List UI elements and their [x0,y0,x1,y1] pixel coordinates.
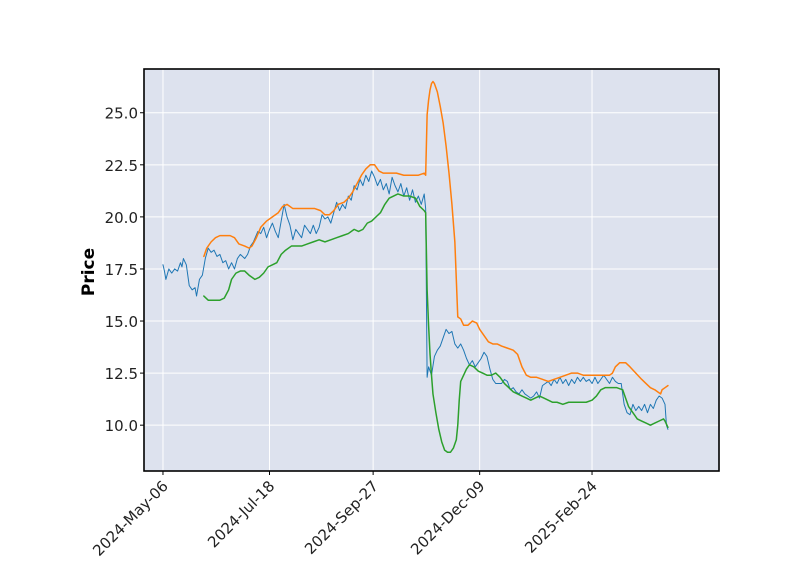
y-tick-label: 10.0 [105,417,138,435]
y-axis-label: Price [79,248,99,296]
series-line-2 [203,80,669,395]
x-tick-label: 2024-May-06 [89,477,172,560]
y-axis-ticks: 10.0 12.5 15.0 17.5 20.0 22.5 25.0 [105,105,144,435]
series-lines [162,80,669,453]
y-tick-label: 15.0 [105,313,138,331]
series-line-3 [203,193,669,453]
plot-frame [143,68,720,472]
x-tick-label: 2024-Jul-18 [204,477,278,551]
y-tick-label: 20.0 [105,209,138,227]
y-tick-label: 17.5 [105,261,138,279]
plot-background [144,69,719,471]
series-line-1 [162,170,669,430]
x-axis-ticks: 2024-May-06 2024-Jul-18 2024-Sep-27 2024-De… [89,471,601,560]
y-tick-label: 22.5 [105,157,138,175]
y-tick-label: 25.0 [105,105,138,123]
x-tick-label: 2024-Sep-27 [301,477,382,558]
grid-lines [144,69,719,471]
x-tick-label: 2024-Dec-09 [407,477,488,558]
y-tick-label: 12.5 [105,365,138,383]
x-tick-label: 2025-Feb-24 [521,477,601,557]
